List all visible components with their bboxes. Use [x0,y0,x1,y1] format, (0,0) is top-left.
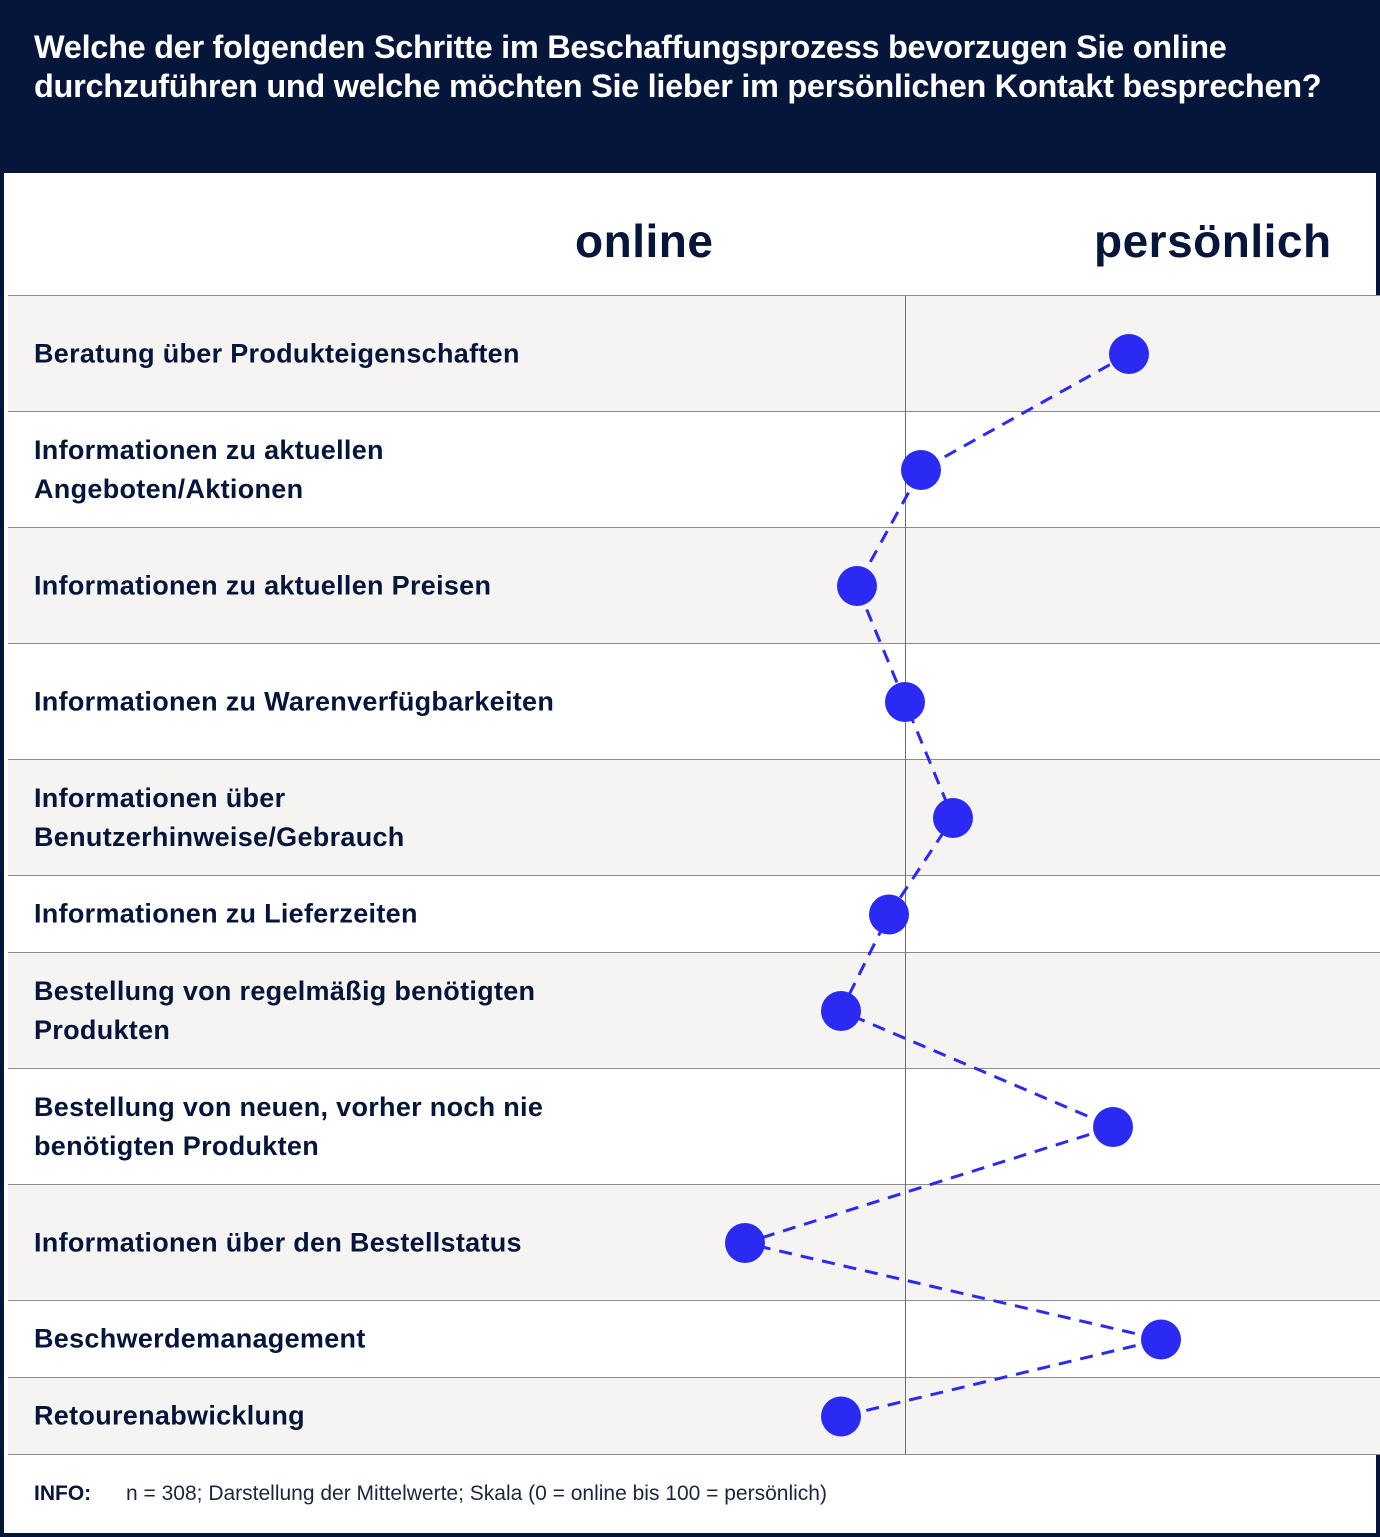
category-row: Beratung über Produkteigenschaften [8,296,1380,412]
category-label: Informationen zu aktuellen Angeboten/Akt… [34,434,384,504]
category-label: Bestellung von regelmäßig benötigten Pro… [34,975,536,1045]
chart-header: Welche der folgenden Schritte im Beschaf… [4,0,1380,173]
category-label: Beschwerdemanagement [34,1323,366,1354]
category-row: Retourenabwicklung [8,1378,1380,1455]
info-text: n = 308; Darstellung der Mittelwerte; Sk… [126,1482,827,1505]
category-label: Beratung über Produkteigenschaften [34,338,520,368]
category-row: Informationen zu Warenverfügbarkeiten [8,644,1380,760]
category-row: Bestellung von neuen, vorher noch nie be… [8,1069,1380,1185]
category-label: Informationen zu Lieferzeiten [34,898,418,929]
info-label: INFO: [34,1482,92,1505]
chart-title: Welche der folgenden Schritte im Beschaf… [34,29,1322,104]
column-header-online: online [575,215,714,267]
category-row: Informationen zu aktuellen Angeboten/Akt… [8,412,1380,528]
column-header-personal: persönlich [1094,215,1332,267]
category-row: Informationen zu Lieferzeiten [8,876,1380,953]
category-label: Informationen über den Bestellstatus [34,1227,522,1257]
category-label: Bestellung von neuen, vorher noch nie be… [34,1091,544,1161]
category-row: Informationen über den Bestellstatus [8,1185,1380,1301]
header-divider [8,295,1380,296]
category-row: Informationen über Benutzerhinweise/Gebr… [8,760,1380,876]
category-label: Retourenabwicklung [34,1400,305,1431]
category-label: Informationen über Benutzerhinweise/Gebr… [34,782,405,852]
category-label: Informationen zu aktuellen Preisen [34,570,492,600]
category-row: Informationen zu aktuellen Preisen [8,528,1380,644]
category-row: Bestellung von regelmäßig benötigten Pro… [8,953,1380,1069]
info-note: INFO: n = 308; Darstellung der Mittelwert… [34,1482,827,1506]
category-label: Informationen zu Warenverfügbarkeiten [34,686,555,716]
category-row: Beschwerdemanagement [8,1301,1380,1378]
category-rows: Beratung über Produkteigenschaften Infor… [8,296,1380,1455]
midpoint-divider [905,296,906,1454]
